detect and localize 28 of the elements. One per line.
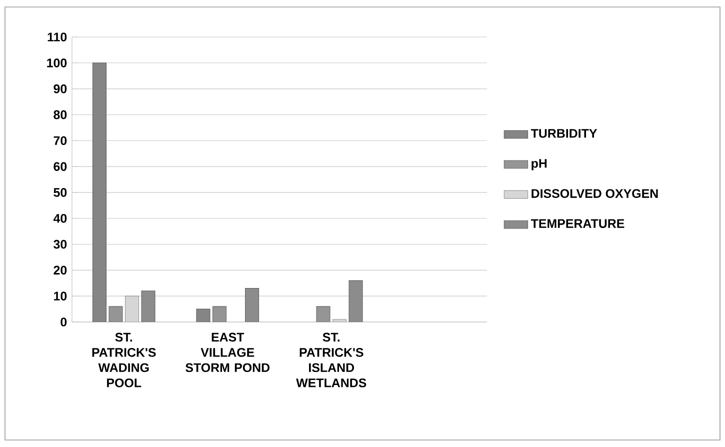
bar	[212, 306, 227, 322]
y-tick-label: 10	[54, 292, 67, 301]
y-tick-label: 90	[54, 84, 67, 94]
y-tick-label: 30	[54, 240, 67, 249]
legend-label: pH	[532, 159, 547, 170]
y-tick-label: 0	[60, 318, 67, 326]
legend-label: TEMPERATURE	[530, 219, 624, 228]
x-tick-label: ST. PATRICK'S WADING POOL	[92, 332, 156, 388]
y-tick-label: 60	[54, 162, 67, 171]
bar	[348, 280, 363, 322]
bar	[244, 288, 260, 322]
x-tick-label: EAST VILLAGE STORM POND	[186, 332, 270, 372]
bar	[92, 62, 107, 322]
y-tick-label: 80	[54, 110, 67, 120]
bar	[141, 290, 156, 322]
bar	[196, 308, 210, 322]
y-tick-label: 70	[54, 136, 67, 146]
legend-label: DISSOLVED OXYGEN	[532, 189, 658, 198]
y-tick-label: 50	[54, 188, 67, 197]
bar	[124, 296, 140, 322]
x-tick-label: ST. PATRICK'S ISLAND WETLANDS	[296, 332, 366, 388]
y-tick-label: 20	[54, 266, 67, 275]
bar	[316, 306, 330, 322]
legend-label: TURBIDITY	[530, 129, 598, 138]
y-tick-label: 40	[53, 214, 67, 223]
y-tick-label: 110	[48, 32, 67, 42]
bar	[108, 306, 123, 322]
y-tick-label: 100	[47, 58, 67, 68]
